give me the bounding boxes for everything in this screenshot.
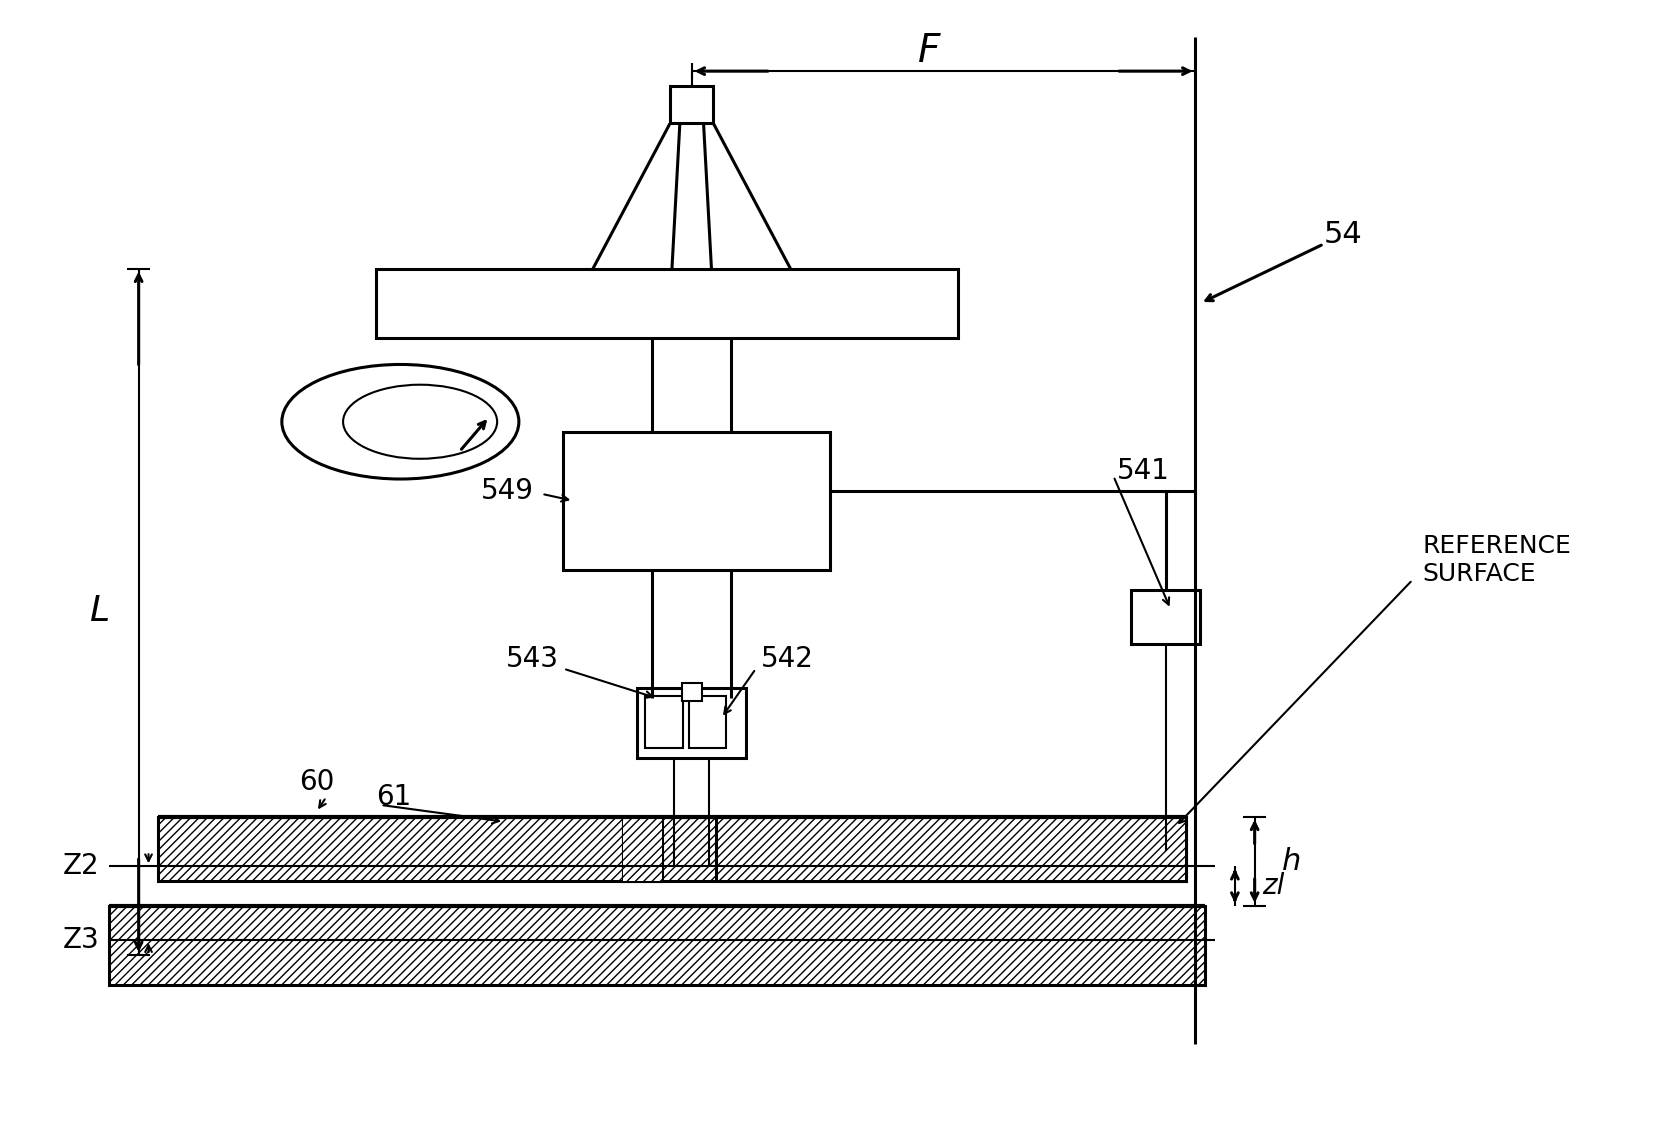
- Bar: [1130, 590, 1200, 643]
- Bar: [563, 432, 829, 569]
- Text: F: F: [917, 33, 940, 71]
- Bar: [622, 817, 662, 881]
- Bar: [645, 696, 684, 748]
- Bar: [622, 817, 1185, 881]
- Bar: [688, 696, 727, 748]
- Bar: [622, 817, 662, 881]
- Text: h: h: [1283, 846, 1302, 876]
- Text: L: L: [89, 594, 109, 629]
- Text: Z2: Z2: [63, 852, 99, 880]
- Ellipse shape: [281, 364, 520, 479]
- Text: 54: 54: [1324, 220, 1362, 249]
- Text: Z3: Z3: [63, 926, 99, 954]
- Bar: [376, 269, 958, 337]
- Text: 542: 542: [761, 645, 814, 673]
- Text: REFERENCE
SURFACE: REFERENCE SURFACE: [1423, 534, 1571, 586]
- Text: 541: 541: [1117, 457, 1168, 485]
- Bar: [159, 817, 622, 881]
- Bar: [670, 86, 713, 123]
- Bar: [637, 688, 746, 758]
- Text: 543: 543: [505, 645, 558, 673]
- Text: 60: 60: [298, 768, 334, 796]
- Text: zl: zl: [1263, 872, 1284, 900]
- Bar: [109, 906, 1205, 984]
- Bar: [717, 817, 1185, 881]
- Text: 61: 61: [376, 784, 410, 810]
- Text: 549: 549: [480, 476, 533, 504]
- Ellipse shape: [343, 385, 496, 458]
- Bar: [682, 684, 702, 702]
